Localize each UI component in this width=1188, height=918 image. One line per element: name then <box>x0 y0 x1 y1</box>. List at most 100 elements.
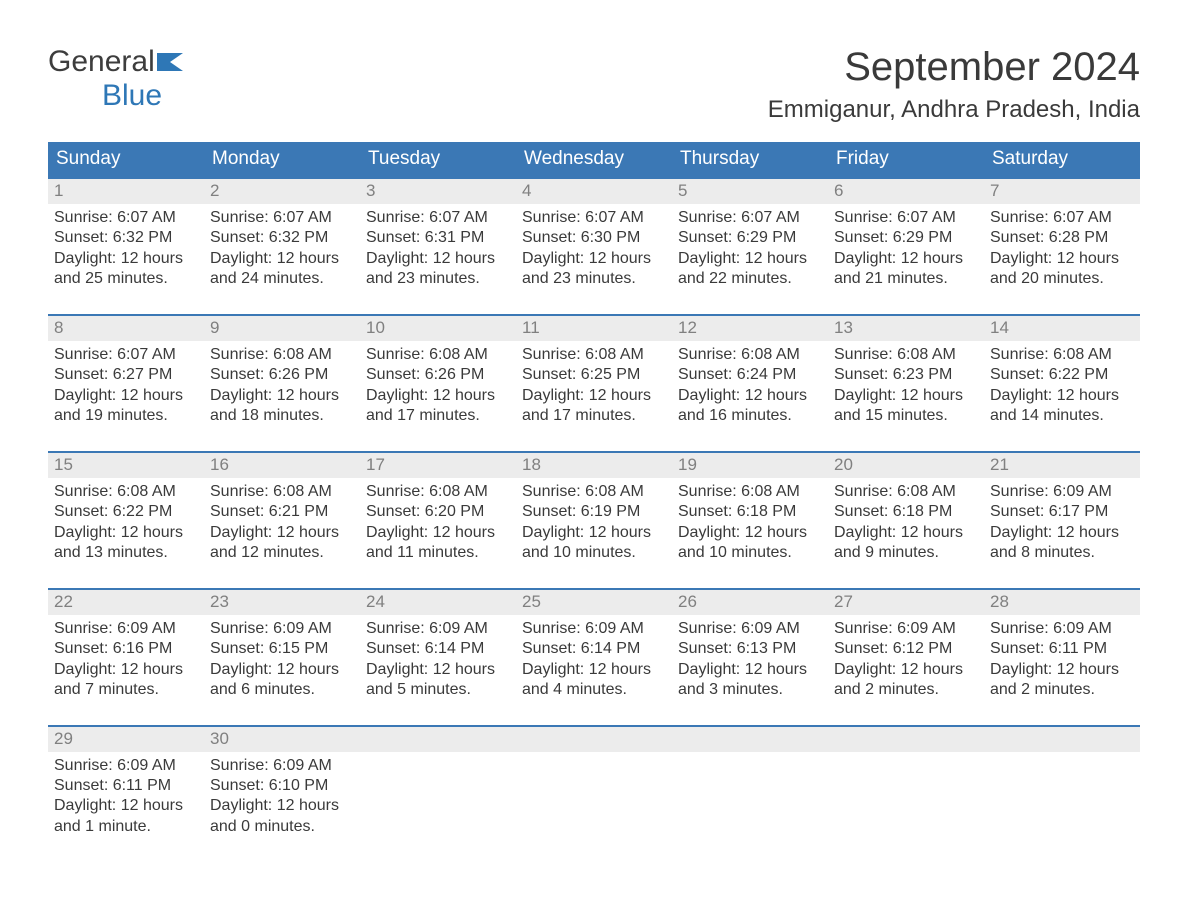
day-body: Sunrise: 6:07 AMSunset: 6:30 PMDaylight:… <box>516 204 672 296</box>
day-cell: 29Sunrise: 6:09 AMSunset: 6:11 PMDayligh… <box>48 727 204 844</box>
daylight-text: Daylight: 12 hours <box>522 249 666 269</box>
sunrise-text: Sunrise: 6:07 AM <box>522 208 666 228</box>
sunrise-text: Sunrise: 6:08 AM <box>678 345 822 365</box>
day-number: 17 <box>360 453 516 478</box>
sunrise-text: Sunrise: 6:09 AM <box>54 756 198 776</box>
week-row: 1Sunrise: 6:07 AMSunset: 6:32 PMDaylight… <box>48 177 1140 296</box>
daylight-text: Daylight: 12 hours <box>522 386 666 406</box>
day-number-row: 8 <box>48 316 204 341</box>
daylight-text: Daylight: 12 hours <box>990 523 1134 543</box>
logo-text: General Blue <box>48 45 183 113</box>
sunrise-text: Sunrise: 6:08 AM <box>54 482 198 502</box>
sunrise-text: Sunrise: 6:08 AM <box>678 482 822 502</box>
day-body: Sunrise: 6:08 AMSunset: 6:26 PMDaylight:… <box>360 341 516 433</box>
day-number: 13 <box>828 316 984 341</box>
day-cell: 25Sunrise: 6:09 AMSunset: 6:14 PMDayligh… <box>516 590 672 707</box>
sunset-text: Sunset: 6:32 PM <box>210 228 354 248</box>
sunset-text: Sunset: 6:13 PM <box>678 639 822 659</box>
day-number-row: 20 <box>828 453 984 478</box>
sunrise-text: Sunrise: 6:07 AM <box>678 208 822 228</box>
sunrise-text: Sunrise: 6:08 AM <box>834 482 978 502</box>
day-cell: 3Sunrise: 6:07 AMSunset: 6:31 PMDaylight… <box>360 179 516 296</box>
day-cell: 9Sunrise: 6:08 AMSunset: 6:26 PMDaylight… <box>204 316 360 433</box>
daylight-text-2: and 4 minutes. <box>522 680 666 700</box>
daylight-text-2: and 7 minutes. <box>54 680 198 700</box>
day-number-row: 5 <box>672 179 828 204</box>
day-number: 16 <box>204 453 360 478</box>
daylight-text-2: and 8 minutes. <box>990 543 1134 563</box>
day-number-row: 28 <box>984 590 1140 615</box>
daylight-text: Daylight: 12 hours <box>54 796 198 816</box>
sunrise-text: Sunrise: 6:09 AM <box>210 619 354 639</box>
daylight-text-2: and 11 minutes. <box>366 543 510 563</box>
daylight-text-2: and 0 minutes. <box>210 817 354 837</box>
day-body: Sunrise: 6:09 AMSunset: 6:11 PMDaylight:… <box>984 615 1140 707</box>
sunset-text: Sunset: 6:10 PM <box>210 776 354 796</box>
day-number-row: 18 <box>516 453 672 478</box>
sunrise-text: Sunrise: 6:08 AM <box>990 345 1134 365</box>
day-number: 8 <box>48 316 204 341</box>
daylight-text-2: and 2 minutes. <box>990 680 1134 700</box>
day-number-row-empty <box>672 727 828 752</box>
day-cell: 5Sunrise: 6:07 AMSunset: 6:29 PMDaylight… <box>672 179 828 296</box>
day-number-row: 24 <box>360 590 516 615</box>
daylight-text: Daylight: 12 hours <box>678 660 822 680</box>
day-cell: 8Sunrise: 6:07 AMSunset: 6:27 PMDaylight… <box>48 316 204 433</box>
sunset-text: Sunset: 6:15 PM <box>210 639 354 659</box>
sunrise-text: Sunrise: 6:08 AM <box>522 345 666 365</box>
sunrise-text: Sunrise: 6:08 AM <box>210 482 354 502</box>
sunset-text: Sunset: 6:19 PM <box>522 502 666 522</box>
daylight-text: Daylight: 12 hours <box>678 249 822 269</box>
daylight-text-2: and 22 minutes. <box>678 269 822 289</box>
daylight-text-2: and 13 minutes. <box>54 543 198 563</box>
daylight-text-2: and 17 minutes. <box>522 406 666 426</box>
day-number-row: 21 <box>984 453 1140 478</box>
day-number: 10 <box>360 316 516 341</box>
day-cell: 18Sunrise: 6:08 AMSunset: 6:19 PMDayligh… <box>516 453 672 570</box>
day-number-row: 15 <box>48 453 204 478</box>
day-body: Sunrise: 6:09 AMSunset: 6:11 PMDaylight:… <box>48 752 204 844</box>
day-body: Sunrise: 6:07 AMSunset: 6:27 PMDaylight:… <box>48 341 204 433</box>
day-cell: 24Sunrise: 6:09 AMSunset: 6:14 PMDayligh… <box>360 590 516 707</box>
daylight-text-2: and 9 minutes. <box>834 543 978 563</box>
day-body: Sunrise: 6:08 AMSunset: 6:23 PMDaylight:… <box>828 341 984 433</box>
day-number: 19 <box>672 453 828 478</box>
daylight-text: Daylight: 12 hours <box>210 796 354 816</box>
week-row: 8Sunrise: 6:07 AMSunset: 6:27 PMDaylight… <box>48 314 1140 433</box>
day-number: 18 <box>516 453 672 478</box>
day-number: 9 <box>204 316 360 341</box>
sunrise-text: Sunrise: 6:09 AM <box>678 619 822 639</box>
day-cell: 10Sunrise: 6:08 AMSunset: 6:26 PMDayligh… <box>360 316 516 433</box>
day-number-empty <box>828 727 984 752</box>
weekday-header: Tuesday <box>360 142 516 177</box>
day-number-empty <box>360 727 516 752</box>
sunrise-text: Sunrise: 6:07 AM <box>210 208 354 228</box>
day-number: 14 <box>984 316 1140 341</box>
daylight-text-2: and 15 minutes. <box>834 406 978 426</box>
day-cell: 19Sunrise: 6:08 AMSunset: 6:18 PMDayligh… <box>672 453 828 570</box>
daylight-text-2: and 23 minutes. <box>366 269 510 289</box>
sunset-text: Sunset: 6:21 PM <box>210 502 354 522</box>
weekday-header: Wednesday <box>516 142 672 177</box>
day-cell <box>516 727 672 844</box>
sunset-text: Sunset: 6:14 PM <box>522 639 666 659</box>
daylight-text: Daylight: 12 hours <box>990 249 1134 269</box>
day-number-row: 17 <box>360 453 516 478</box>
daylight-text: Daylight: 12 hours <box>210 386 354 406</box>
day-cell: 26Sunrise: 6:09 AMSunset: 6:13 PMDayligh… <box>672 590 828 707</box>
sunrise-text: Sunrise: 6:09 AM <box>990 619 1134 639</box>
daylight-text-2: and 3 minutes. <box>678 680 822 700</box>
daylight-text-2: and 25 minutes. <box>54 269 198 289</box>
day-cell: 1Sunrise: 6:07 AMSunset: 6:32 PMDaylight… <box>48 179 204 296</box>
day-body: Sunrise: 6:07 AMSunset: 6:28 PMDaylight:… <box>984 204 1140 296</box>
day-body: Sunrise: 6:08 AMSunset: 6:19 PMDaylight:… <box>516 478 672 570</box>
sunset-text: Sunset: 6:26 PM <box>210 365 354 385</box>
daylight-text: Daylight: 12 hours <box>54 386 198 406</box>
day-body: Sunrise: 6:07 AMSunset: 6:32 PMDaylight:… <box>204 204 360 296</box>
day-body: Sunrise: 6:08 AMSunset: 6:26 PMDaylight:… <box>204 341 360 433</box>
day-number-row-empty <box>516 727 672 752</box>
day-number-row: 14 <box>984 316 1140 341</box>
day-cell: 28Sunrise: 6:09 AMSunset: 6:11 PMDayligh… <box>984 590 1140 707</box>
day-cell: 13Sunrise: 6:08 AMSunset: 6:23 PMDayligh… <box>828 316 984 433</box>
day-body: Sunrise: 6:08 AMSunset: 6:24 PMDaylight:… <box>672 341 828 433</box>
